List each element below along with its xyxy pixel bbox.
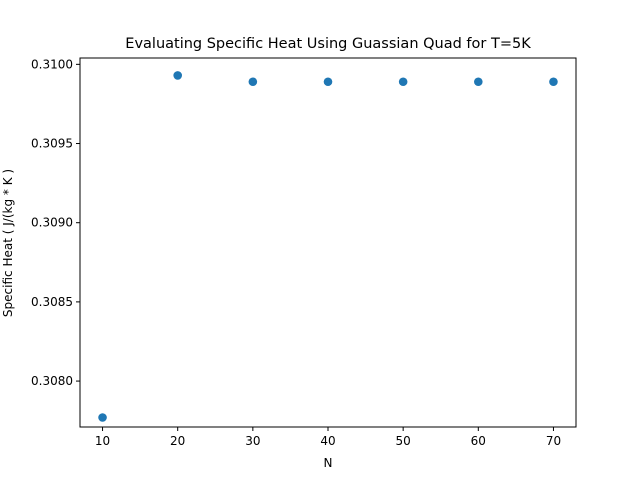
data-point [98, 413, 107, 422]
data-point [173, 71, 182, 80]
x-tick-label: 40 [320, 434, 335, 448]
data-point [549, 77, 558, 87]
y-tick-label: 0.3095 [31, 137, 73, 151]
x-tick-label: 70 [546, 434, 561, 448]
x-tick-label: 20 [170, 434, 185, 448]
y-tick-label: 0.3080 [31, 374, 73, 388]
y-tick-label: 0.3085 [31, 295, 73, 309]
y-axis-label: Specific Heat ( J/(kg * K ) [1, 169, 15, 317]
x-tick-label: 10 [95, 434, 110, 448]
y-tick-label: 0.3090 [31, 216, 73, 230]
x-tick-label: 60 [471, 434, 486, 448]
data-point [323, 77, 333, 87]
data-point [248, 77, 258, 87]
x-axis-label: N [324, 456, 333, 470]
plot-area: 10 20 30 40 50 60 70 0.3080 0.3085 0.3090 0.3095 0.… [31, 57, 577, 448]
chart-title: Evaluating Specific Heat Using Guassian … [125, 36, 531, 52]
y-tick-label: 0.3100 [31, 57, 73, 71]
data-point [474, 77, 483, 87]
x-tick-label: 30 [245, 434, 260, 448]
plot-frame [79, 57, 577, 428]
data-point [398, 77, 408, 87]
x-tick-label: 50 [396, 434, 411, 448]
